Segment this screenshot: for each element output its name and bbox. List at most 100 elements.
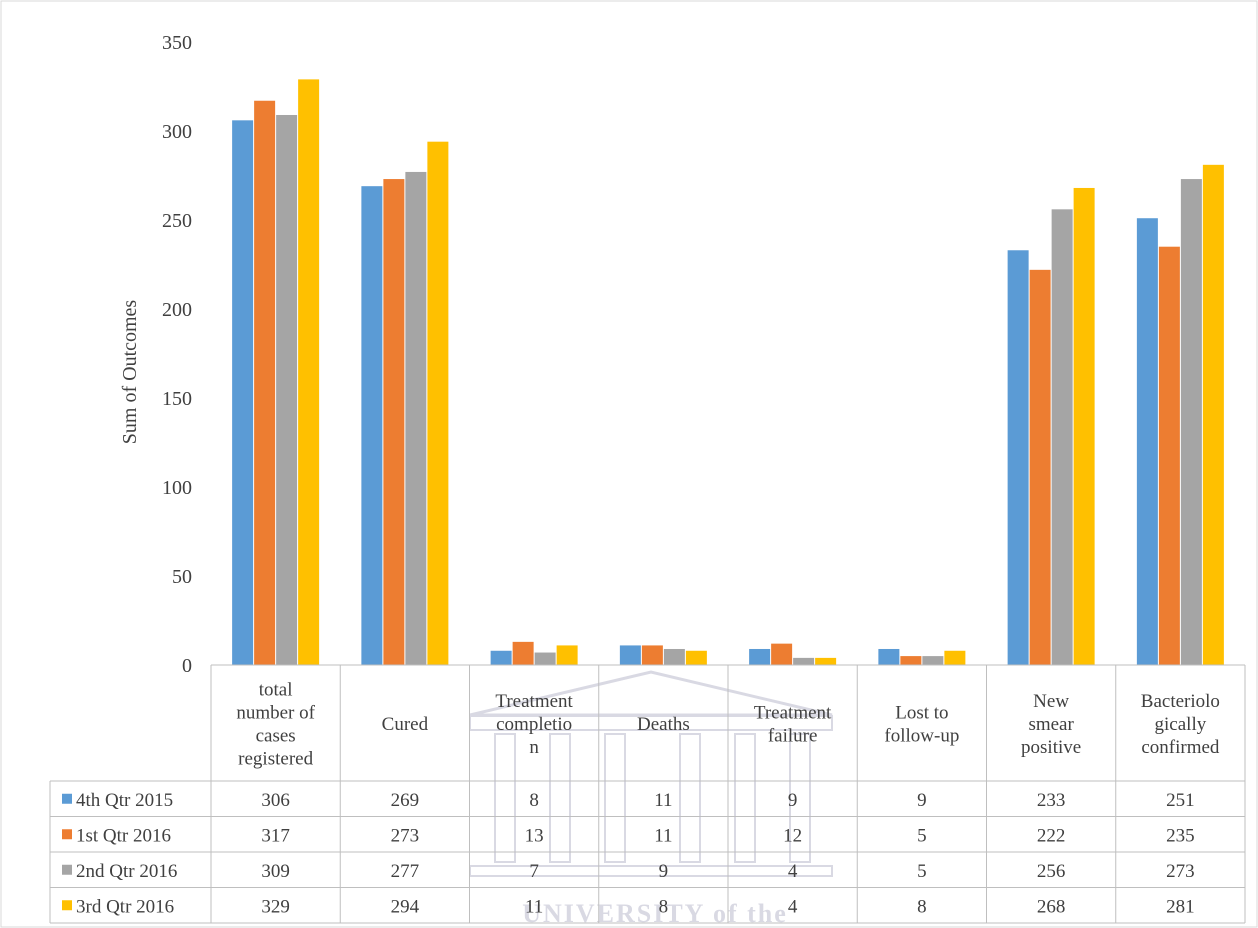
data-label-2-5: 12 [783, 825, 802, 846]
bar-3-2 [405, 171, 427, 665]
y-tick-label: 100 [162, 477, 192, 499]
category-label-line: total [259, 680, 293, 701]
data-label-3-5: 4 [788, 861, 798, 882]
data-label-2-7: 222 [1037, 825, 1066, 846]
bar-3-4 [663, 648, 685, 665]
data-label-3-4: 9 [659, 861, 669, 882]
bar-2-2 [383, 179, 405, 665]
y-axis-title: Sum of Outcomes [119, 300, 141, 445]
data-label-1-4: 11 [654, 790, 672, 811]
bar-1-2 [361, 186, 383, 665]
data-label-2-3: 13 [525, 825, 544, 846]
bar-1-6 [878, 648, 900, 665]
category-label-line: positive [1021, 737, 1081, 758]
data-label-4-1: 329 [261, 896, 290, 917]
category-label-line: Bacteriolo [1141, 691, 1220, 712]
y-tick-label: 300 [162, 121, 192, 143]
data-label-4-3: 11 [525, 896, 543, 917]
category-label-8: Bacteriolo gically confirmed [1141, 691, 1220, 758]
y-tick-label: 50 [172, 566, 192, 588]
legend-key-4 [62, 900, 72, 911]
data-label-3-7: 256 [1037, 861, 1066, 882]
data-label-3-3: 7 [529, 861, 539, 882]
category-label-line: failure [768, 726, 818, 747]
bar-2-7 [1029, 269, 1051, 665]
legend-label-2: 1st Qtr 2016 [76, 825, 171, 846]
data-label-3-2: 277 [391, 861, 420, 882]
category-label-line: n [529, 737, 539, 758]
data-label-4-6: 8 [917, 896, 927, 917]
data-label-1-8: 251 [1166, 790, 1195, 811]
data-label-3-8: 273 [1166, 861, 1195, 882]
legend-key-1 [62, 793, 72, 804]
category-label-7: New smear positive [1021, 691, 1081, 758]
bar-4-7 [1073, 187, 1095, 665]
bars-layer [232, 79, 1224, 666]
data-label-2-6: 5 [917, 825, 927, 846]
y-tick-label: 200 [162, 299, 192, 321]
watermark-column [494, 733, 516, 863]
category-label-line: smear [1028, 714, 1074, 735]
category-label-line: Treatment [754, 703, 832, 724]
category-label-line: cases [256, 726, 296, 747]
bar-1-4 [619, 645, 641, 665]
bar-3-1 [276, 114, 298, 666]
category-label-line: confirmed [1141, 737, 1220, 758]
category-label-line: gically [1155, 714, 1207, 735]
category-label-1: total number of cases registered [236, 680, 315, 770]
data-label-3-1: 309 [261, 861, 290, 882]
category-label-5: Treatment failure [754, 703, 832, 747]
bar-2-4 [641, 645, 663, 665]
watermark-column [549, 733, 571, 863]
category-label-line: Lost to [895, 703, 948, 724]
category-label-line: Deaths [637, 714, 690, 735]
y-tick-label: 350 [162, 32, 192, 54]
category-label-line: number of [236, 703, 315, 724]
bar-3-5 [793, 657, 815, 665]
bar-4-3 [556, 645, 578, 665]
data-label-2-2: 273 [391, 825, 420, 846]
y-tick-label: 150 [162, 388, 192, 410]
bar-2-8 [1158, 246, 1180, 665]
legend-label-4: 3rd Qtr 2016 [76, 896, 174, 917]
category-label-line: Treatment [495, 691, 573, 712]
watermark-layer: UNIVERSITY of the [469, 670, 833, 928]
data-label-1-3: 8 [529, 790, 539, 811]
bar-2-1 [254, 100, 276, 666]
legend-key-3 [62, 864, 72, 875]
bar-1-8 [1136, 218, 1158, 665]
watermark-text: UNIVERSITY of the [522, 899, 788, 928]
y-axis: 0 50 100 150 200 250 300 350 [162, 32, 192, 677]
category-label-line: registered [238, 749, 313, 770]
bar-4-2 [427, 141, 449, 665]
bar-2-6 [900, 656, 922, 665]
bar-3-7 [1051, 209, 1073, 665]
y-tick-label: 0 [182, 655, 192, 677]
data-label-1-7: 233 [1037, 790, 1066, 811]
bar-3-3 [534, 652, 556, 665]
watermark-column [604, 733, 626, 863]
bar-1-7 [1007, 250, 1029, 665]
watermark-column [679, 733, 701, 863]
legend-label-1: 4th Qtr 2015 [76, 790, 173, 811]
category-label-line: follow-up [884, 726, 959, 747]
bar-3-6 [922, 656, 944, 665]
data-label-1-5: 9 [788, 790, 798, 811]
data-label-2-8: 235 [1166, 825, 1195, 846]
bar-4-4 [685, 650, 707, 665]
bar-1-5 [749, 648, 771, 665]
data-label-4-4: 8 [659, 896, 669, 917]
watermark-column [789, 733, 811, 863]
legend-key-2 [62, 829, 72, 840]
legend-label-3: 2nd Qtr 2016 [76, 861, 177, 882]
watermark-column [734, 733, 756, 863]
bar-4-6 [944, 650, 966, 665]
bar-4-5 [815, 657, 837, 665]
bar-1-3 [490, 650, 512, 665]
bar-3-8 [1180, 179, 1202, 665]
category-label-6: Lost to follow-up [884, 703, 959, 747]
data-label-1-2: 269 [391, 790, 420, 811]
data-label-4-5: 4 [788, 896, 798, 917]
data-label-3-6: 5 [917, 861, 927, 882]
